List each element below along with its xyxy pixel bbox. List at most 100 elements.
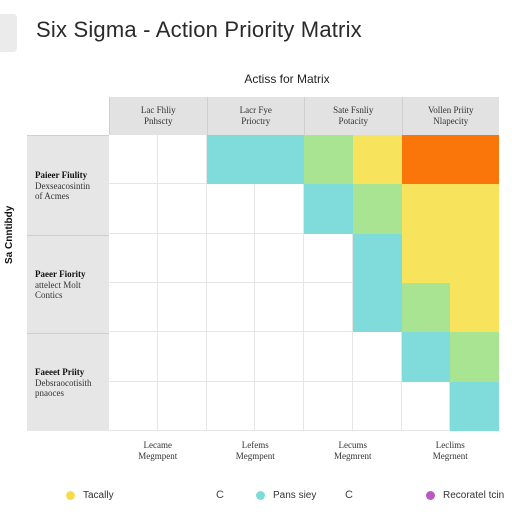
column-header-line1: Lacr Fye <box>239 105 272 115</box>
matrix-cell <box>352 135 402 185</box>
matrix-cell <box>157 184 207 234</box>
matrix-cell <box>450 381 499 431</box>
legend-separator: C <box>345 489 353 501</box>
matrix-cell <box>109 381 158 431</box>
matrix-cell <box>206 283 256 333</box>
row-header-title: Paeer Fiority <box>35 269 86 279</box>
matrix-cell <box>450 135 499 185</box>
matrix-cell <box>450 332 499 382</box>
row-header-sub: of Acmes <box>35 191 70 201</box>
matrix-cell <box>401 332 451 382</box>
matrix-cell <box>304 381 353 431</box>
matrix-subtitle: Actiss for Matrix <box>244 72 330 86</box>
teal-dot-icon <box>256 491 265 500</box>
matrix-cell <box>352 332 402 382</box>
legend-item: Recoratel tcin <box>426 490 504 501</box>
matrix-cell <box>109 135 158 185</box>
row-header-title: Faeeet Priity <box>35 367 85 377</box>
legend-item: Pans siey <box>256 490 316 501</box>
column-header-line1: Sate Fsnliy <box>333 105 374 115</box>
matrix-cell <box>255 283 304 333</box>
matrix-cell <box>352 381 402 431</box>
row-header-sub: Contics <box>35 290 63 300</box>
column-footer-line1: Lecums <box>338 440 368 450</box>
purple-dot-icon <box>426 491 435 500</box>
page-title: Six Sigma - Action Priority Matrix <box>36 17 362 42</box>
column-footer-row: Lecame Megmpent Lefems Megmpent Lecums M… <box>109 440 499 462</box>
matrix-cell <box>206 135 256 185</box>
column-footer: Lecums Megmrent <box>304 440 402 462</box>
row-header: Paeer Fiority attelect Molt Contics <box>27 235 109 333</box>
row-header-sub: pnaoces <box>35 388 64 398</box>
row-header: Paieer Fiulity Dexseacosintin of Acmes <box>27 135 109 235</box>
matrix-cell <box>450 283 499 333</box>
legend-separator: C <box>216 489 224 501</box>
matrix-cell <box>450 233 499 283</box>
column-header: Vollen Priity Nlapecity <box>401 97 500 135</box>
column-header-line1: Vollen Priity <box>427 105 474 115</box>
priority-matrix: Lac Fhliy Pnhscty Lacr Fye Prioctry Sate… <box>27 97 499 431</box>
column-header-line2: Nlapecity <box>433 116 469 126</box>
matrix-cell <box>109 184 158 234</box>
matrix-cell <box>304 184 353 234</box>
column-footer-line2: Megmrent <box>334 451 372 461</box>
row-header-sub: Dexseacosintin <box>35 181 90 191</box>
matrix-cell <box>109 332 158 382</box>
column-footer-line1: Lecame <box>143 440 172 450</box>
row-header-sub: attelect Molt <box>35 280 81 290</box>
column-header-line2: Potacity <box>338 116 369 126</box>
row-header-sub: Debsraocotisith <box>35 378 92 388</box>
matrix-cell <box>157 233 207 283</box>
legend-label: Tacally <box>83 490 114 501</box>
matrix-cell <box>206 184 256 234</box>
matrix-cell <box>352 233 402 283</box>
column-header: Sate Fsnliy Potacity <box>304 97 402 135</box>
matrix-cell <box>157 332 207 382</box>
matrix-cell <box>255 233 304 283</box>
matrix-cell <box>109 233 158 283</box>
matrix-cell <box>304 283 353 333</box>
matrix-cell <box>255 135 304 185</box>
yellow-dot-icon <box>66 491 75 500</box>
matrix-cell <box>255 184 304 234</box>
column-footer-line2: Megmpent <box>138 451 178 461</box>
matrix-cell <box>157 283 207 333</box>
column-footer-line2: Megmpent <box>235 451 275 461</box>
column-header-line1: Lac Fhliy <box>140 105 176 115</box>
column-footer-line2: Megrnent <box>432 451 468 461</box>
matrix-cell <box>157 135 207 185</box>
matrix-grid <box>109 135 499 431</box>
column-header: Lac Fhliy Pnhscty <box>109 97 207 135</box>
matrix-cell <box>401 233 451 283</box>
matrix-cell <box>157 381 207 431</box>
matrix-cell <box>255 332 304 382</box>
matrix-cell <box>401 381 451 431</box>
column-header-row: Lac Fhliy Pnhscty Lacr Fye Prioctry Sate… <box>109 97 499 135</box>
matrix-cell <box>206 381 256 431</box>
matrix-cell <box>352 283 402 333</box>
legend: Tacally C Pans siey C Recoratel tcin <box>0 488 512 512</box>
matrix-cell <box>206 233 256 283</box>
legend-label: Pans siey <box>273 490 317 501</box>
row-header-column: Paieer Fiulity Dexseacosintin of Acmes P… <box>27 135 109 431</box>
matrix-cell <box>304 135 353 185</box>
side-tab[interactable] <box>0 14 17 52</box>
legend-label: Recoratel tcin <box>443 490 505 501</box>
column-footer-line1: Leclims <box>435 440 465 450</box>
row-header: Faeeet Priity Debsraocotisith pnaoces <box>27 333 109 431</box>
legend-item: Tacally <box>66 490 114 501</box>
matrix-cell <box>304 332 353 382</box>
matrix-cell <box>304 233 353 283</box>
matrix-cell <box>401 184 451 234</box>
row-header-title: Paieer Fiulity <box>35 170 88 180</box>
matrix-cell <box>352 184 402 234</box>
column-header-line2: Prioctry <box>241 116 271 126</box>
y-axis-label: Sa Cnntibdy <box>4 205 15 264</box>
column-footer: Leclims Megrnent <box>402 440 500 462</box>
matrix-cell <box>401 135 451 185</box>
column-header: Lacr Fye Prioctry <box>206 97 305 135</box>
matrix-cell <box>109 283 158 333</box>
matrix-cell <box>401 283 451 333</box>
matrix-cell <box>206 332 256 382</box>
